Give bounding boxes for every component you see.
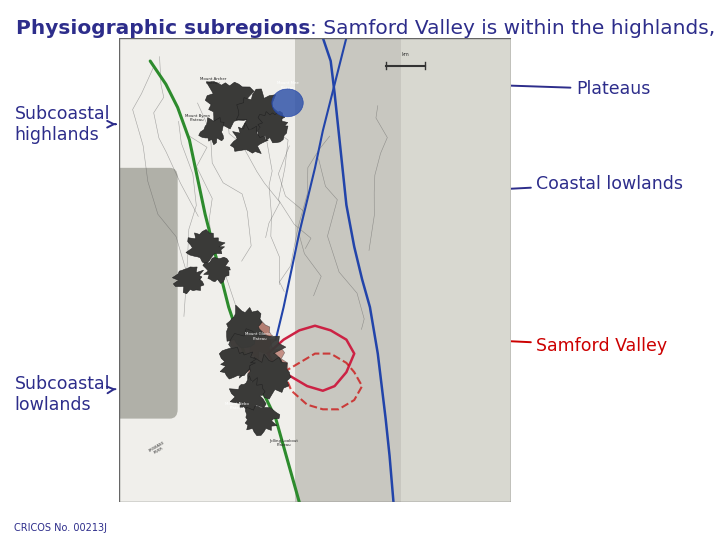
Polygon shape bbox=[230, 376, 266, 415]
FancyBboxPatch shape bbox=[91, 168, 178, 418]
Text: : Samford Valley is within the highlands, and ope: : Samford Valley is within the highlands… bbox=[310, 19, 720, 38]
Text: Mount Mee
Plateau: Mount Mee Plateau bbox=[276, 82, 298, 90]
Polygon shape bbox=[230, 123, 269, 153]
Polygon shape bbox=[236, 89, 285, 133]
Text: Plateaus: Plateaus bbox=[459, 80, 650, 98]
Bar bbox=[295, 38, 511, 502]
Text: Samford Valley: Samford Valley bbox=[437, 335, 667, 355]
Text: Physiographic subregions: Physiographic subregions bbox=[16, 19, 310, 38]
Polygon shape bbox=[246, 406, 280, 436]
Text: BRISBANE
RIVER: BRISBANE RIVER bbox=[148, 441, 168, 457]
Polygon shape bbox=[172, 267, 204, 294]
Bar bbox=[119, 38, 295, 502]
Polygon shape bbox=[248, 354, 292, 399]
Text: Mount Archer
Plateau: Mount Archer Plateau bbox=[199, 77, 226, 85]
Text: CRICOS No. 00213J: CRICOS No. 00213J bbox=[14, 523, 107, 533]
Polygon shape bbox=[186, 230, 225, 264]
Text: Subcoastal
highlands: Subcoastal highlands bbox=[14, 105, 115, 144]
Bar bbox=[401, 38, 511, 502]
Ellipse shape bbox=[272, 89, 303, 117]
Polygon shape bbox=[227, 305, 266, 348]
Text: Coastal lowlands: Coastal lowlands bbox=[459, 174, 683, 194]
Polygon shape bbox=[205, 82, 258, 129]
Polygon shape bbox=[203, 257, 230, 284]
Polygon shape bbox=[220, 347, 256, 379]
Text: Mount Glorious
Plateau: Mount Glorious Plateau bbox=[245, 332, 275, 341]
Polygon shape bbox=[199, 118, 224, 145]
Text: Mount Byron
Plateau: Mount Byron Plateau bbox=[185, 114, 210, 123]
Text: km: km bbox=[401, 52, 409, 57]
Text: Mount Nebo
Plateau: Mount Nebo Plateau bbox=[225, 402, 248, 410]
Text: Subcoastal
lowlands: Subcoastal lowlands bbox=[14, 375, 115, 414]
Polygon shape bbox=[242, 338, 288, 386]
Polygon shape bbox=[228, 329, 286, 382]
Text: Jolling Lookout
Plateau: Jolling Lookout Plateau bbox=[269, 439, 298, 448]
Polygon shape bbox=[258, 111, 288, 143]
Polygon shape bbox=[227, 322, 276, 362]
